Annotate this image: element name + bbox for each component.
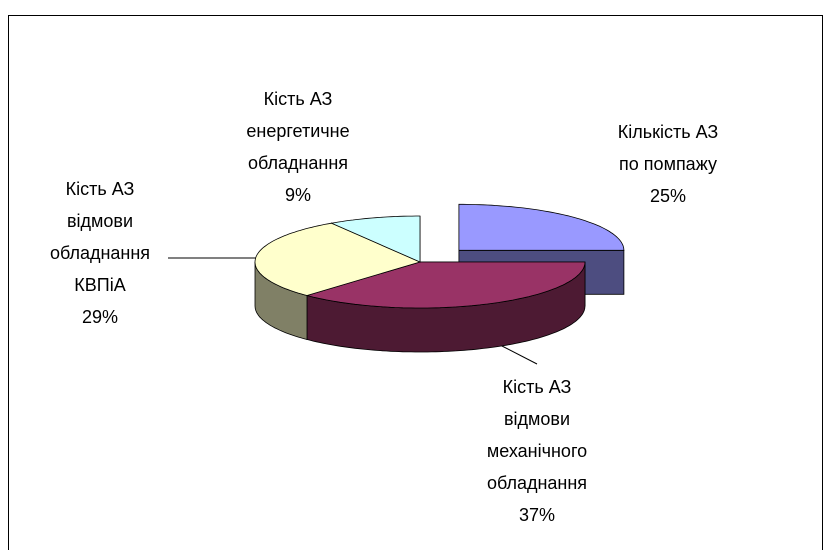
slice [458,203,625,251]
slice [305,261,586,309]
slice-label: Кість АЗ відмови обладнання КВПіА [50,179,150,295]
value-label: 37% [519,505,555,525]
slice-label: Кість АЗ відмови механічного обладнання [487,377,587,493]
value-label: 25% [650,186,686,206]
leader-line [499,344,538,365]
value-label: 29% [82,307,118,327]
slice-label: Кількість АЗ по помпажу [618,122,719,174]
slice [330,215,421,263]
chart-frame [8,15,823,550]
slice [254,222,422,296]
slice-label: Кість АЗ енергетичне обладнання [246,89,349,173]
value-label: 9% [285,185,311,205]
